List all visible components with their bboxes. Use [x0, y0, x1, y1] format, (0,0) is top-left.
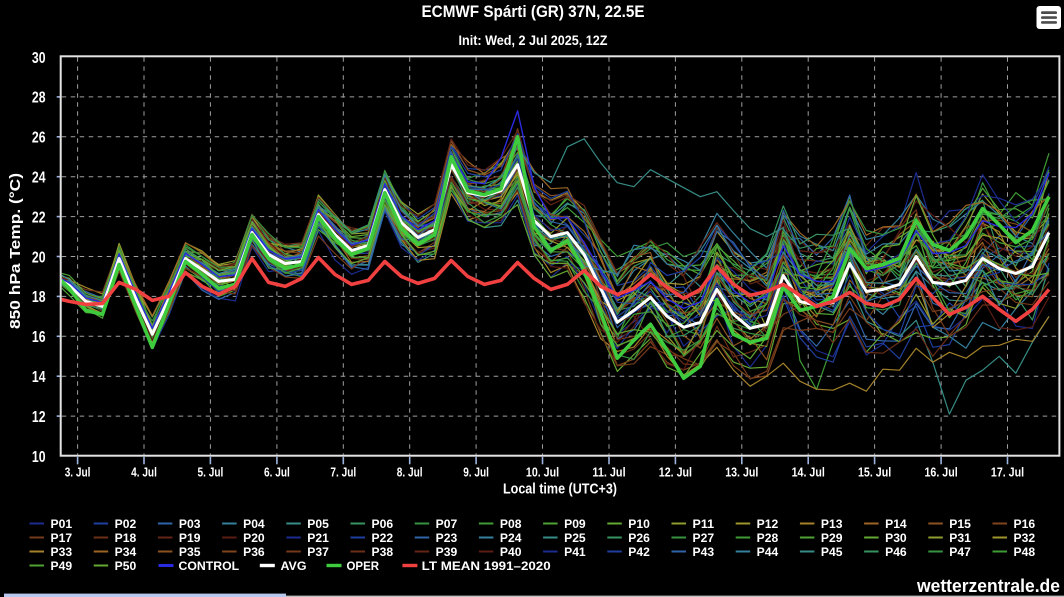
- svg-text:P21: P21: [307, 531, 329, 545]
- svg-text:15. Jul: 15. Jul: [858, 466, 891, 480]
- svg-text:18: 18: [32, 289, 46, 306]
- svg-text:Local time (UTC+3): Local time (UTC+3): [503, 482, 617, 498]
- svg-text:P24: P24: [500, 531, 522, 545]
- svg-text:P08: P08: [500, 517, 522, 531]
- svg-text:10: 10: [32, 449, 46, 466]
- svg-text:P44: P44: [757, 545, 779, 559]
- svg-text:P15: P15: [949, 517, 971, 531]
- svg-text:P10: P10: [628, 517, 650, 531]
- svg-text:P42: P42: [628, 545, 650, 559]
- svg-text:LT MEAN 1991–2020: LT MEAN 1991–2020: [422, 559, 551, 573]
- svg-text:P03: P03: [179, 517, 201, 531]
- svg-text:14: 14: [32, 369, 46, 386]
- svg-text:20: 20: [32, 249, 46, 266]
- svg-text:P39: P39: [436, 545, 458, 559]
- svg-text:P41: P41: [564, 545, 586, 559]
- svg-text:P16: P16: [1014, 517, 1036, 531]
- svg-text:P33: P33: [51, 545, 73, 559]
- svg-text:11. Jul: 11. Jul: [592, 466, 625, 480]
- svg-text:P17: P17: [51, 531, 73, 545]
- svg-text:9. Jul: 9. Jul: [463, 466, 489, 480]
- svg-text:P30: P30: [885, 531, 907, 545]
- svg-text:26: 26: [32, 130, 46, 147]
- svg-text:P14: P14: [885, 517, 907, 531]
- svg-text:P46: P46: [885, 545, 907, 559]
- svg-text:3. Jul: 3. Jul: [65, 466, 91, 480]
- svg-text:P20: P20: [243, 531, 265, 545]
- svg-text:CONTROL: CONTROL: [179, 559, 240, 573]
- svg-text:P50: P50: [115, 559, 137, 573]
- svg-text:P28: P28: [757, 531, 779, 545]
- svg-text:P07: P07: [436, 517, 458, 531]
- svg-text:P40: P40: [500, 545, 522, 559]
- svg-text:P13: P13: [821, 517, 843, 531]
- svg-text:8. Jul: 8. Jul: [397, 466, 423, 480]
- svg-text:P04: P04: [243, 517, 265, 531]
- svg-text:P48: P48: [1014, 545, 1036, 559]
- svg-text:4. Jul: 4. Jul: [131, 466, 157, 480]
- svg-text:6. Jul: 6. Jul: [264, 466, 290, 480]
- svg-text:P27: P27: [693, 531, 715, 545]
- svg-text:P47: P47: [949, 545, 971, 559]
- svg-text:17. Jul: 17. Jul: [991, 466, 1024, 480]
- svg-text:P18: P18: [115, 531, 137, 545]
- svg-text:P26: P26: [628, 531, 650, 545]
- svg-text:P23: P23: [436, 531, 458, 545]
- svg-text:P29: P29: [821, 531, 843, 545]
- svg-text:wetterzentrale.de: wetterzentrale.de: [916, 576, 1060, 596]
- svg-text:ECMWF Spárti (GR) 37N, 22.5E: ECMWF Spárti (GR) 37N, 22.5E: [422, 2, 645, 21]
- svg-text:12. Jul: 12. Jul: [659, 466, 692, 480]
- svg-text:P31: P31: [949, 531, 971, 545]
- svg-text:P12: P12: [757, 517, 779, 531]
- svg-text:P25: P25: [564, 531, 586, 545]
- svg-text:5. Jul: 5. Jul: [198, 466, 224, 480]
- svg-text:14. Jul: 14. Jul: [792, 466, 825, 480]
- svg-text:AVG: AVG: [281, 559, 307, 573]
- svg-text:P22: P22: [372, 531, 394, 545]
- svg-text:P05: P05: [307, 517, 329, 531]
- svg-text:P02: P02: [115, 517, 137, 531]
- svg-text:24: 24: [32, 170, 46, 187]
- svg-text:7. Jul: 7. Jul: [330, 466, 356, 480]
- svg-text:P37: P37: [307, 545, 329, 559]
- svg-text:10. Jul: 10. Jul: [526, 466, 559, 480]
- svg-text:OPER: OPER: [347, 559, 380, 573]
- svg-text:P34: P34: [115, 545, 137, 559]
- svg-text:P09: P09: [564, 517, 586, 531]
- svg-text:13. Jul: 13. Jul: [725, 466, 758, 480]
- svg-text:28: 28: [32, 90, 46, 107]
- svg-text:P35: P35: [179, 545, 201, 559]
- svg-text:16. Jul: 16. Jul: [925, 466, 958, 480]
- svg-text:P38: P38: [372, 545, 394, 559]
- svg-text:P45: P45: [821, 545, 843, 559]
- svg-text:16: 16: [32, 329, 46, 346]
- svg-text:P06: P06: [372, 517, 394, 531]
- svg-text:P01: P01: [51, 517, 73, 531]
- svg-text:Init: Wed, 2 Jul 2025, 12Z: Init: Wed, 2 Jul 2025, 12Z: [459, 32, 608, 48]
- svg-text:22: 22: [32, 209, 46, 226]
- svg-text:P36: P36: [243, 545, 265, 559]
- svg-text:P19: P19: [179, 531, 201, 545]
- svg-text:12: 12: [32, 409, 46, 426]
- svg-text:P32: P32: [1014, 531, 1036, 545]
- svg-text:P49: P49: [51, 559, 73, 573]
- svg-text:850 hPa Temp. (°C): 850 hPa Temp. (°C): [8, 173, 24, 329]
- svg-text:P11: P11: [693, 517, 715, 531]
- svg-text:P43: P43: [693, 545, 715, 559]
- svg-text:30: 30: [32, 50, 46, 67]
